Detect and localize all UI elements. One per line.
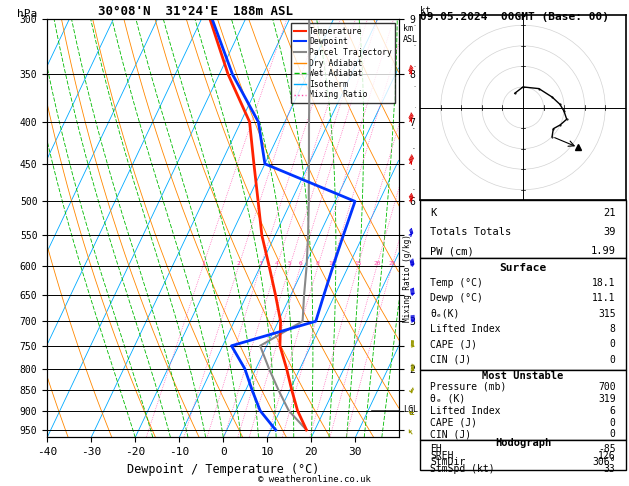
Text: 2: 2 [237, 261, 240, 266]
Text: CIN (J): CIN (J) [430, 355, 472, 365]
Text: 15: 15 [354, 261, 362, 266]
Text: 0: 0 [610, 430, 616, 439]
Text: EH: EH [430, 444, 442, 454]
Text: CAPE (J): CAPE (J) [430, 339, 477, 349]
Text: Most Unstable: Most Unstable [482, 371, 564, 382]
Text: 1.99: 1.99 [591, 246, 616, 256]
Legend: Temperature, Dewpoint, Parcel Trajectory, Dry Adiabat, Wet Adiabat, Isotherm, Mi: Temperature, Dewpoint, Parcel Trajectory… [291, 23, 396, 103]
Text: 21: 21 [603, 208, 616, 218]
Text: hPa: hPa [17, 9, 38, 18]
Text: 315: 315 [598, 309, 616, 318]
Text: Hodograph: Hodograph [495, 438, 551, 448]
Text: 700: 700 [598, 382, 616, 392]
Text: 8: 8 [610, 324, 616, 334]
FancyBboxPatch shape [420, 370, 626, 440]
Text: Temp (°C): Temp (°C) [430, 278, 483, 288]
Text: 10: 10 [328, 261, 335, 266]
Text: 4: 4 [275, 261, 279, 266]
FancyBboxPatch shape [420, 258, 626, 370]
Text: K: K [430, 208, 437, 218]
Text: Lifted Index: Lifted Index [430, 324, 501, 334]
Text: 33: 33 [604, 464, 616, 474]
Text: -85: -85 [598, 444, 616, 454]
Text: StmDir: StmDir [430, 457, 465, 467]
Text: 306°: 306° [592, 457, 616, 467]
Text: CAPE (J): CAPE (J) [430, 417, 477, 428]
Text: 6: 6 [299, 261, 303, 266]
Text: © weatheronline.co.uk: © weatheronline.co.uk [258, 474, 371, 484]
Text: 09.05.2024  00GMT (Base: 00): 09.05.2024 00GMT (Base: 00) [420, 12, 609, 22]
Text: 319: 319 [598, 394, 616, 404]
Text: 126: 126 [598, 451, 616, 461]
Text: 1: 1 [201, 261, 205, 266]
Text: StmSpd (kt): StmSpd (kt) [430, 464, 495, 474]
Text: PW (cm): PW (cm) [430, 246, 474, 256]
Text: 0: 0 [610, 339, 616, 349]
Text: Surface: Surface [499, 263, 547, 273]
Text: 3: 3 [259, 261, 262, 266]
Text: 5: 5 [288, 261, 292, 266]
Text: CIN (J): CIN (J) [430, 430, 472, 439]
Text: SREH: SREH [430, 451, 454, 461]
Text: Totals Totals: Totals Totals [430, 227, 512, 237]
FancyBboxPatch shape [420, 440, 626, 470]
Text: LCL: LCL [403, 405, 418, 414]
FancyBboxPatch shape [420, 200, 626, 258]
Text: kt: kt [420, 6, 431, 15]
Text: 6: 6 [610, 406, 616, 416]
Text: Lifted Index: Lifted Index [430, 406, 501, 416]
Title: 30°08'N  31°24'E  188m ASL: 30°08'N 31°24'E 188m ASL [97, 5, 292, 18]
Text: 25: 25 [388, 261, 396, 266]
Text: 0: 0 [610, 417, 616, 428]
Text: Dewp (°C): Dewp (°C) [430, 293, 483, 303]
Text: km
ASL: km ASL [403, 24, 418, 44]
Text: 0: 0 [610, 355, 616, 365]
Text: 20: 20 [373, 261, 381, 266]
X-axis label: Dewpoint / Temperature (°C): Dewpoint / Temperature (°C) [127, 463, 320, 476]
Text: 18.1: 18.1 [592, 278, 616, 288]
Text: 8: 8 [316, 261, 320, 266]
Text: θₑ (K): θₑ (K) [430, 394, 465, 404]
Text: Mixing Ratio (g/kg): Mixing Ratio (g/kg) [403, 234, 412, 322]
Text: 11.1: 11.1 [592, 293, 616, 303]
Text: θₑ(K): θₑ(K) [430, 309, 460, 318]
Text: 39: 39 [603, 227, 616, 237]
Text: Pressure (mb): Pressure (mb) [430, 382, 507, 392]
